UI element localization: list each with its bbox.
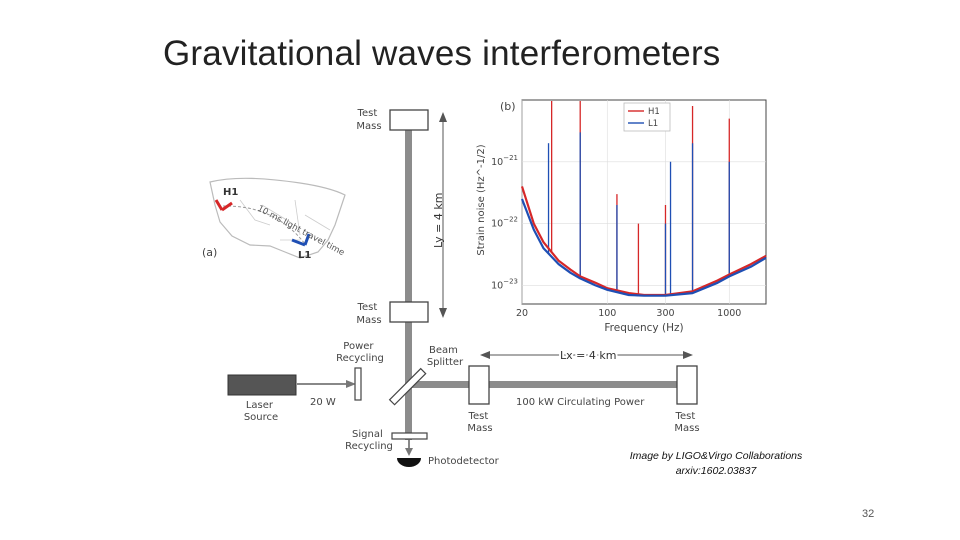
chart-plot-area <box>521 99 767 305</box>
circulating-power-label: 100 kW Circulating Power <box>516 397 645 408</box>
travel-arc <box>222 205 306 245</box>
test-mass-br-l1: Test <box>675 411 696 422</box>
test-mass-br-l2: Mass <box>674 423 699 434</box>
test-mass-mid <box>389 301 429 323</box>
site-l1-label: L1 <box>298 250 311 261</box>
slide-title: Gravitational waves interferometers <box>163 34 721 73</box>
test-mass-top <box>389 109 429 131</box>
test-mass-mid-l1: Test <box>357 302 378 313</box>
svg-text:Laser Source: Laser Source <box>244 400 278 423</box>
x-tick-label: 20 <box>516 308 528 319</box>
panel-label-a: (a) <box>202 246 217 259</box>
series-line-l1 <box>520 198 767 297</box>
series-line-h1 <box>520 186 767 297</box>
beam-splitter <box>388 367 427 406</box>
legend-h1: H1 <box>648 107 660 117</box>
chart-legend: H1 L1 <box>623 102 671 132</box>
h1-site-icon <box>214 199 233 212</box>
svg-text:Test Mass: Test Mass <box>356 108 381 132</box>
x-tick-label: 1000 <box>717 308 741 319</box>
laser-arrow <box>346 380 356 388</box>
laser-power-label: 20 W <box>310 397 336 408</box>
chart-ylabel: Strain noise (Hz^-1/2) <box>476 144 487 255</box>
beam-splitter-l2: Splitter <box>427 357 464 368</box>
x-tick-label: 300 <box>656 308 674 319</box>
power-recycling-l1: Power <box>343 341 374 352</box>
beam-splitter-l1: Beam <box>429 345 458 356</box>
test-mass-top-l2: Mass <box>356 121 381 132</box>
chart-xlabel: Frequency (Hz) <box>604 322 683 334</box>
laser-source-l2: Source <box>244 412 278 423</box>
svg-text:Test Mass: Test Mass <box>467 411 492 434</box>
page-number: 32 <box>862 508 875 520</box>
strain-noise-chart: 20 100 300 1000 10−21 10−22 10−23 (b) Frequenc… <box>476 99 767 334</box>
us-map-outline <box>209 177 346 259</box>
test-mass-mid-l2: Mass <box>356 315 381 326</box>
test-mass-bc-l1: Test <box>468 411 489 422</box>
signal-recycling-l2: Recycling <box>345 441 393 452</box>
lx-label: Lx = 4 km <box>560 349 616 362</box>
legend-l1: L1 <box>648 119 658 129</box>
x-arm-beam <box>405 381 680 388</box>
photodetector-label: Photodetector <box>428 456 500 467</box>
y-tick-label: 10−22 <box>491 216 518 230</box>
power-recycling-l2: Recycling <box>336 353 384 364</box>
power-recycling-mirror <box>354 367 362 401</box>
test-mass-bottom-right <box>676 365 698 405</box>
map-inset: H1 L1 10 ms light travel time (a) <box>202 177 346 261</box>
signal-recycling-mirror <box>391 432 428 440</box>
test-mass-bottom-center <box>468 365 490 405</box>
laser-source-box <box>227 374 297 396</box>
image-credit: Image by LIGO&Virgo Collaborations arxiv… <box>606 449 826 479</box>
svg-text:Test Mass: Test Mass <box>356 302 381 326</box>
interferometer-diagram: Ly = 4 km Lx = 4 km Test Mass Test Mass … <box>227 108 700 467</box>
svg-text:Beam Splitter: Beam Splitter <box>427 345 464 368</box>
svg-text:Test Mass: Test Mass <box>674 411 699 434</box>
test-mass-bc-l2: Mass <box>467 423 492 434</box>
panel-label-b: (b) <box>500 100 516 113</box>
y-tick-label: 10−23 <box>491 277 518 291</box>
output-arrow <box>405 448 413 456</box>
signal-recycling-l1: Signal <box>352 429 383 440</box>
laser-source-l1: Laser <box>246 400 274 411</box>
credit-line-2: arxiv:1602.03837 <box>675 465 757 477</box>
svg-text:Power Recycling: Power Recycling <box>336 341 384 364</box>
y-tick-label: 10−21 <box>491 154 518 168</box>
test-mass-top-l1: Test <box>357 108 378 119</box>
svg-text:Signal Recycling: Signal Recycling <box>345 429 393 452</box>
site-h1-label: H1 <box>223 187 238 198</box>
ly-label: Ly = 4 km <box>432 193 445 248</box>
photodetector-icon <box>397 458 421 467</box>
l1-site-icon <box>291 233 311 247</box>
x-tick-label: 100 <box>598 308 616 319</box>
credit-line-1: Image by LIGO&Virgo Collaborations <box>629 450 803 462</box>
y-arm-beam <box>405 130 412 440</box>
